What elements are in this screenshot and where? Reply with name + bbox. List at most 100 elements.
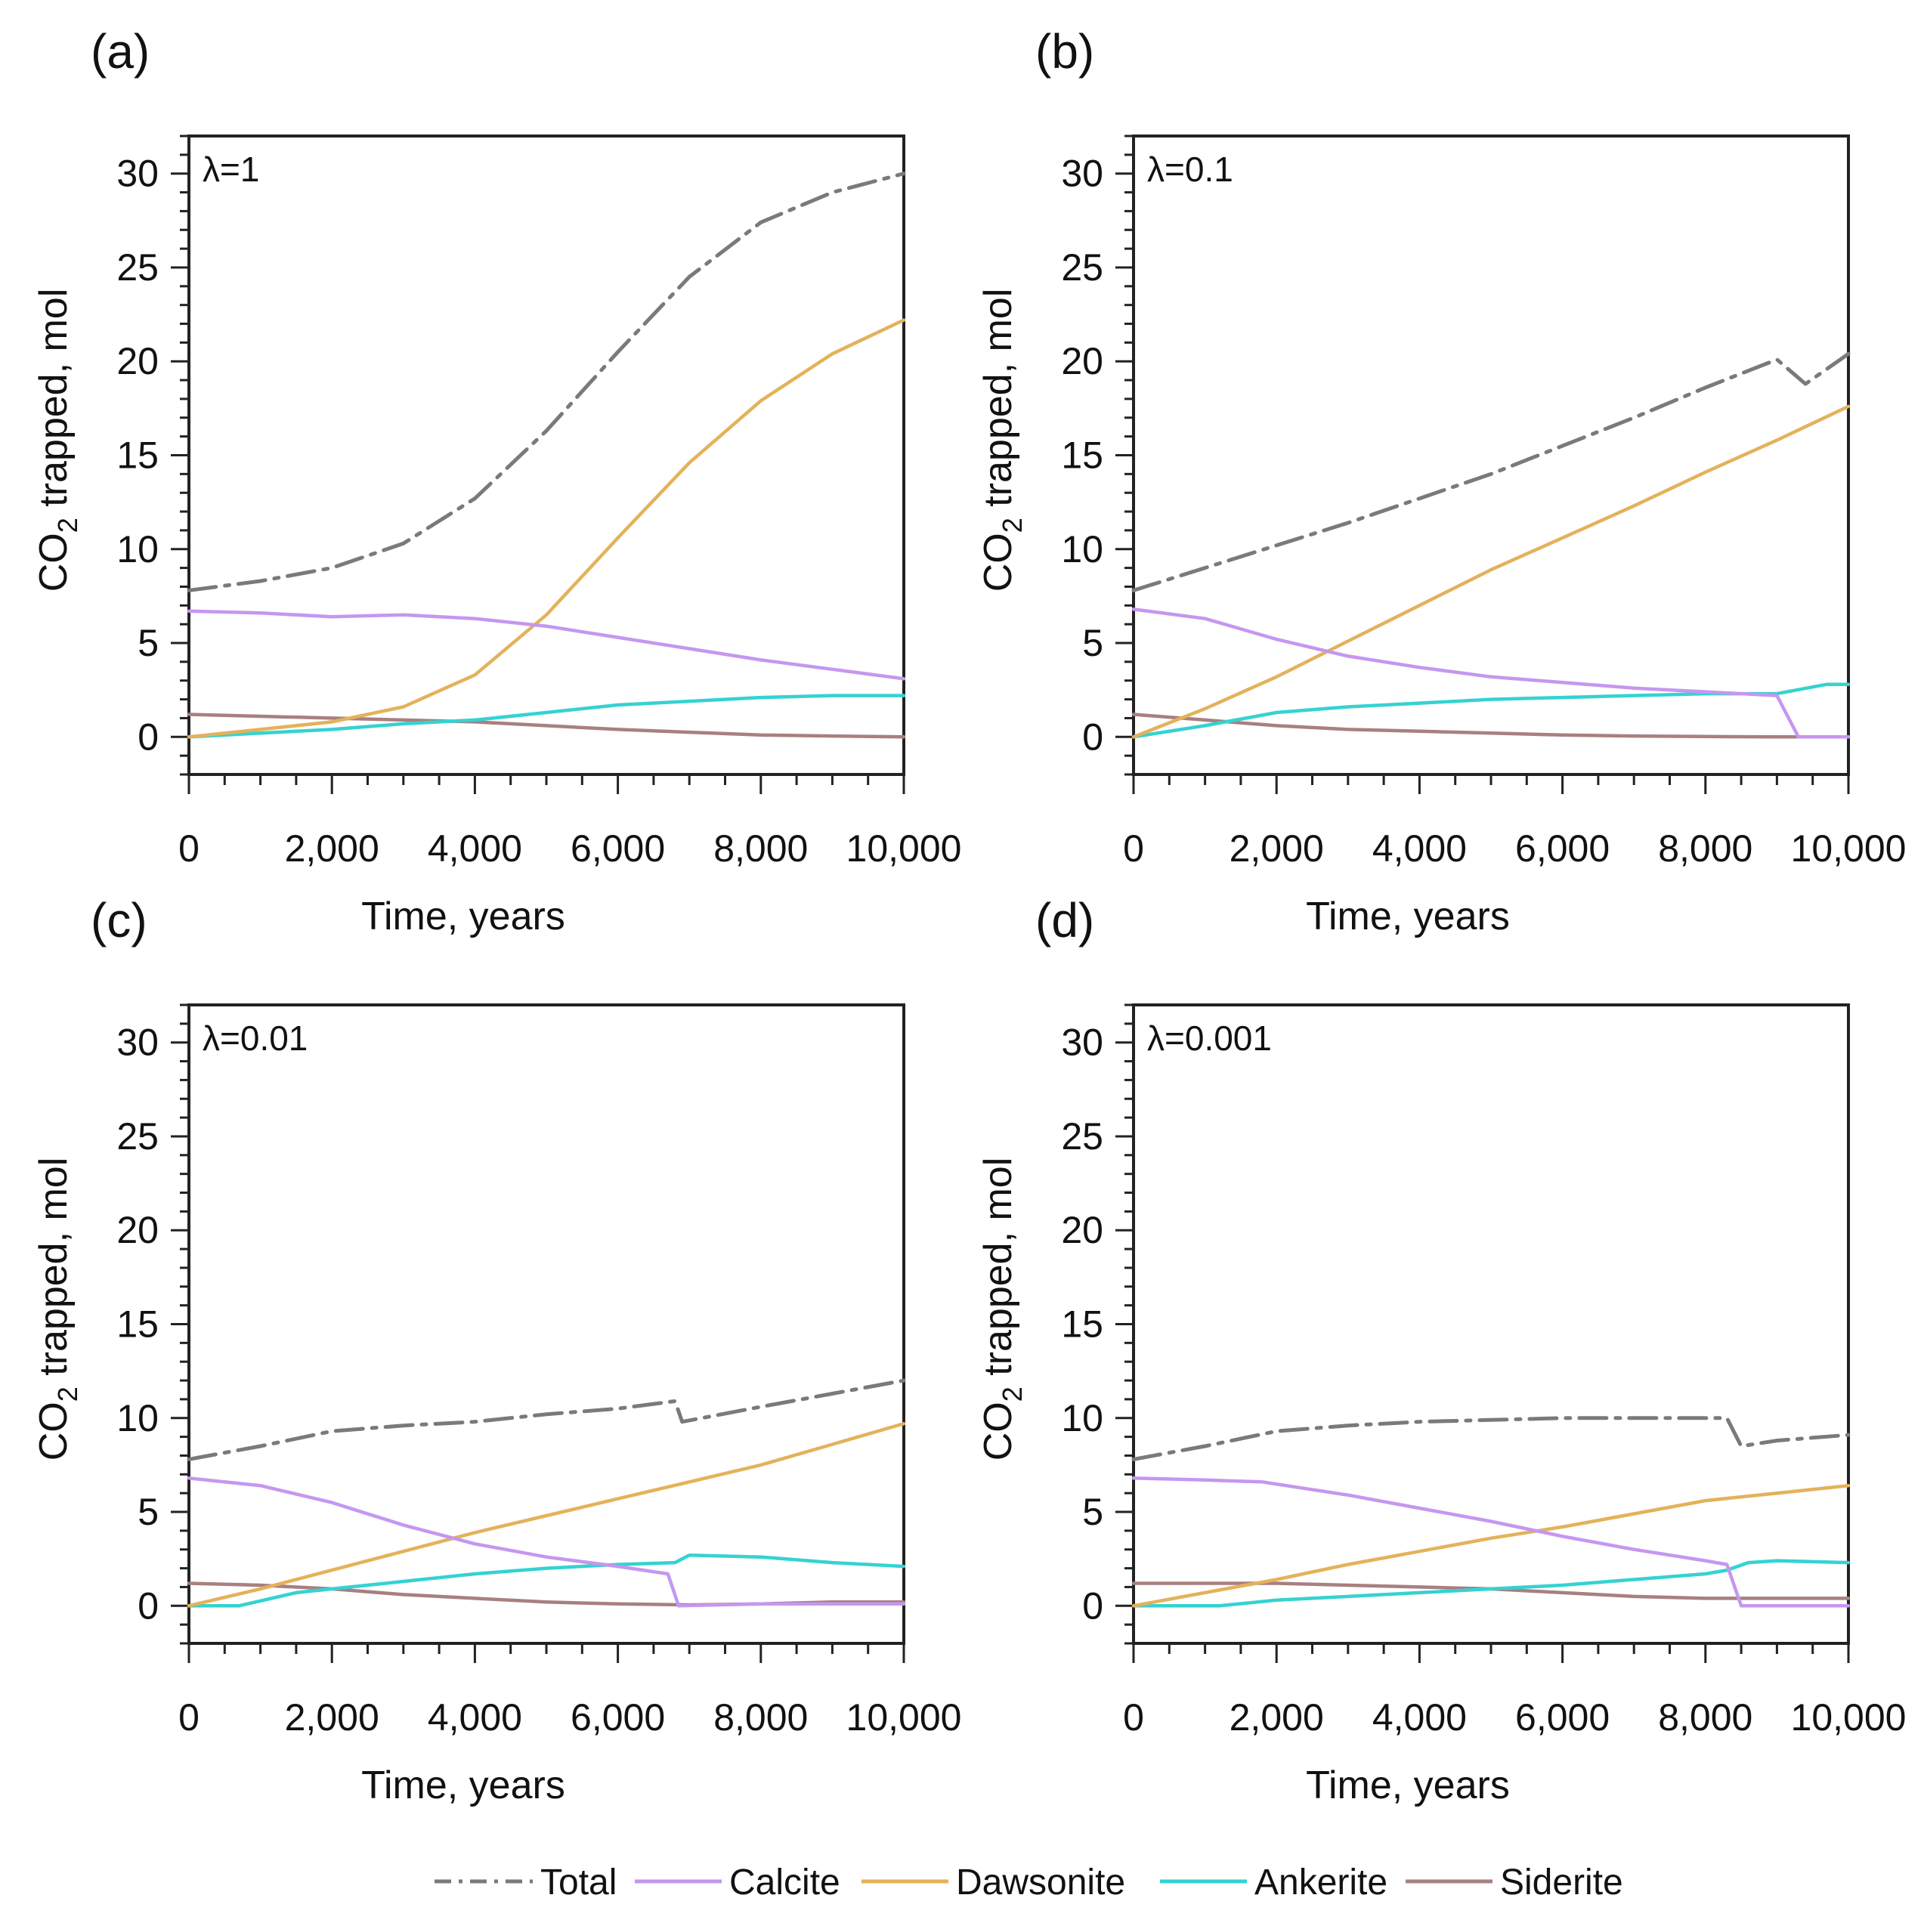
- chart-panel-4: (d) 0 5 10 15 20 25 30 0 2,000 4,000 6,000 8,000 10,0…: [976, 893, 1906, 1807]
- y-tick-label: 25: [116, 246, 159, 289]
- y-tick-label: 15: [1061, 1303, 1103, 1346]
- y-axis-title-subscript: 2: [997, 1386, 1028, 1402]
- lambda-annotation: λ=0.1: [1147, 150, 1233, 189]
- chart-panel-2: (b) 0 5 10 15 20 25 30 0 2,000 4,000 6,000 8,000 10,0…: [976, 24, 1906, 938]
- series-line-total: [1131, 351, 1851, 592]
- y-tick-label: 5: [138, 622, 159, 664]
- series-line-dawsonite: [1131, 1483, 1851, 1608]
- legend-label-siderite: Siderite: [1500, 1862, 1623, 1903]
- y-axis-title-subscript: 2: [52, 518, 83, 533]
- y-tick-label: 20: [116, 340, 159, 382]
- y-tick-label: 30: [116, 153, 159, 195]
- series-line-dawsonite: [1131, 404, 1851, 739]
- y-tick-label: 25: [116, 1115, 159, 1158]
- y-tick-label: 30: [1061, 153, 1103, 195]
- y-axis-title-rest: trapped, mol: [976, 289, 1020, 518]
- y-axis-title-main: CO: [976, 533, 1020, 592]
- x-tick-label: 4,000: [428, 827, 522, 870]
- series-line-calcite: [187, 609, 906, 681]
- y-tick-label: 10: [1061, 1397, 1103, 1439]
- x-axis-title: Time, years: [1306, 895, 1510, 938]
- y-tick-label: 0: [138, 1584, 159, 1627]
- y-tick-label: 15: [1061, 434, 1103, 477]
- x-axis-title: Time, years: [1306, 1764, 1510, 1807]
- panel-letter: (b): [1035, 24, 1094, 79]
- y-axis-title-subscript: 2: [52, 1386, 83, 1402]
- series-line-dawsonite: [187, 318, 906, 739]
- y-tick-label: 5: [138, 1491, 159, 1533]
- x-tick-label: 4,000: [1372, 1696, 1467, 1739]
- y-tick-label: 0: [138, 716, 159, 758]
- series-line-total: [187, 172, 906, 592]
- panel-letter: (a): [91, 24, 150, 79]
- series-line-ankerite: [187, 694, 906, 739]
- panel-letter: (c): [91, 893, 147, 947]
- legend-label-calcite: Calcite: [729, 1862, 840, 1903]
- x-tick-label: 2,000: [1230, 827, 1324, 870]
- lambda-annotation: λ=0.001: [1147, 1019, 1272, 1058]
- y-axis-title-rest: trapped, mol: [976, 1158, 1020, 1387]
- y-axis-title-main: CO: [976, 1402, 1020, 1461]
- y-axis-title-main: CO: [32, 533, 76, 592]
- x-tick-label: 6,000: [1515, 1696, 1610, 1739]
- x-tick-label: 8,000: [1658, 827, 1752, 870]
- y-tick-label: 30: [116, 1022, 159, 1064]
- series-line-ankerite: [1131, 682, 1851, 739]
- y-axis-title: CO2 trapped, mol: [976, 1158, 1028, 1461]
- x-tick-label: 4,000: [1372, 827, 1467, 870]
- chart-panel-1: (a) 0 5 10 15 20 25 30 0 2,000 4,000 6,000 8,000 10,0…: [32, 24, 961, 938]
- series-line-calcite: [1131, 1476, 1851, 1608]
- y-tick-label: 10: [1061, 528, 1103, 570]
- y-tick-label: 20: [116, 1209, 159, 1251]
- y-axis-title: CO2 trapped, mol: [32, 289, 83, 592]
- y-tick-label: 30: [1061, 1022, 1103, 1064]
- x-tick-label: 6,000: [571, 827, 665, 870]
- chart-panel-3: (c) 0 5 10 15 20 25 30 0 2,000 4,000 6,000 8,000 10,0…: [32, 893, 961, 1807]
- legend-label-total: Total: [540, 1862, 617, 1903]
- y-axis-title: CO2 trapped, mol: [976, 289, 1028, 592]
- y-tick-label: 0: [1082, 716, 1103, 758]
- series-line-ankerite: [187, 1553, 906, 1608]
- x-tick-label: 4,000: [428, 1696, 522, 1739]
- x-tick-label: 8,000: [1658, 1696, 1752, 1739]
- panel-letter: (d): [1035, 893, 1094, 947]
- x-tick-label: 10,000: [1791, 827, 1907, 870]
- x-tick-label: 10,000: [1791, 1696, 1907, 1739]
- y-tick-label: 10: [116, 528, 159, 570]
- lambda-annotation: λ=0.01: [203, 1019, 308, 1058]
- x-tick-label: 0: [1123, 1696, 1144, 1739]
- series-line-siderite: [1131, 713, 1851, 739]
- x-axis-title: Time, years: [361, 895, 565, 938]
- legend: Total Calcite Dawsonite Ankerite Siderite: [435, 1862, 1623, 1903]
- y-tick-label: 15: [116, 1303, 159, 1346]
- series-line-siderite: [187, 713, 906, 739]
- x-tick-label: 0: [178, 827, 200, 870]
- x-tick-label: 0: [1123, 827, 1144, 870]
- x-tick-label: 0: [178, 1696, 200, 1739]
- x-tick-label: 2,000: [285, 1696, 379, 1739]
- y-tick-label: 20: [1061, 1209, 1103, 1251]
- y-tick-label: 0: [1082, 1584, 1103, 1627]
- y-tick-label: 25: [1061, 1115, 1103, 1158]
- y-axis-title-subscript: 2: [997, 518, 1028, 533]
- x-tick-label: 8,000: [713, 827, 808, 870]
- legend-label-ankerite: Ankerite: [1254, 1862, 1387, 1903]
- series-line-calcite: [1131, 607, 1851, 739]
- y-axis-title-main: CO: [32, 1402, 76, 1461]
- x-tick-label: 6,000: [1515, 827, 1610, 870]
- lambda-annotation: λ=1: [203, 150, 259, 189]
- series-line-calcite: [187, 1476, 906, 1608]
- x-tick-label: 2,000: [1230, 1696, 1324, 1739]
- series-line-total: [187, 1378, 906, 1461]
- y-tick-label: 5: [1082, 1491, 1103, 1533]
- y-tick-label: 20: [1061, 340, 1103, 382]
- y-axis-title-rest: trapped, mol: [32, 289, 76, 518]
- series-line-dawsonite: [187, 1421, 906, 1608]
- y-tick-label: 25: [1061, 246, 1103, 289]
- legend-label-dawsonite: Dawsonite: [956, 1862, 1125, 1903]
- y-axis-title: CO2 trapped, mol: [32, 1158, 83, 1461]
- y-tick-label: 5: [1082, 622, 1103, 664]
- y-axis-title-rest: trapped, mol: [32, 1158, 76, 1387]
